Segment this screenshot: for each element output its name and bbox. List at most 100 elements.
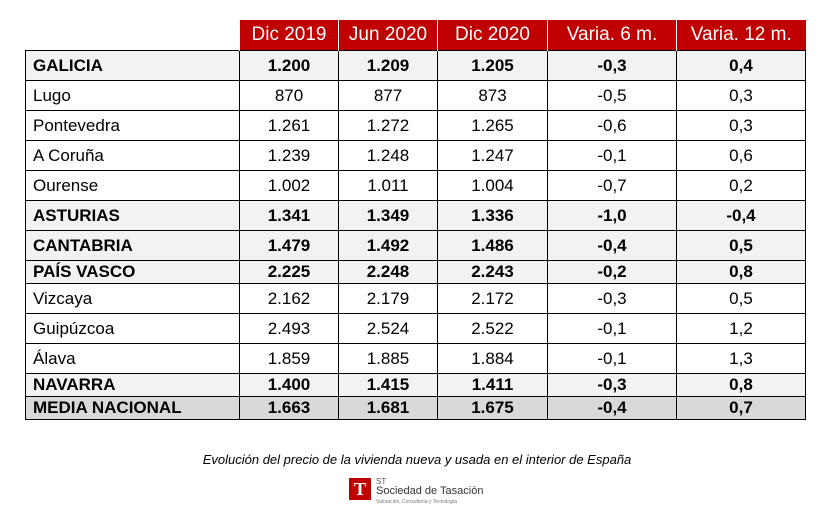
table-cell: 0,4: [676, 50, 806, 81]
table-cell: 1,3: [676, 343, 806, 374]
header-varia-6m: Varia. 6 m.: [547, 20, 677, 51]
table-cell: 2.225: [239, 260, 339, 284]
table-row: ASTURIAS 1.341 1.349 1.336 -1,0 -0,4: [25, 200, 806, 231]
table-cell: 1.884: [437, 343, 548, 374]
table-cell: 873: [437, 80, 548, 111]
table-row: PAÍS VASCO 2.225 2.248 2.243 -0,2 0,8: [25, 260, 806, 284]
table-caption: Evolución del precio de la vivienda nuev…: [202, 452, 632, 467]
table-cell: 870: [239, 80, 339, 111]
row-label: A Coruña: [25, 140, 240, 171]
row-label: Álava: [25, 343, 240, 374]
table-cell: -0,5: [547, 80, 677, 111]
table-cell: 1.400: [239, 373, 339, 397]
row-label: ASTURIAS: [25, 200, 240, 231]
table-cell: 1.885: [338, 343, 438, 374]
header-dic-2019: Dic 2019: [239, 20, 339, 51]
row-label: Lugo: [25, 80, 240, 111]
table-cell: 1.675: [437, 396, 548, 420]
table-cell: -0,2: [547, 260, 677, 284]
table-cell: 2.248: [338, 260, 438, 284]
table-cell: -0,3: [547, 50, 677, 81]
table-row: Lugo 870 877 873 -0,5 0,3: [25, 80, 806, 111]
table-cell: 0,2: [676, 170, 806, 201]
table-cell: -0,1: [547, 343, 677, 374]
table-cell: 1.336: [437, 200, 548, 231]
row-label: Guipúzcoa: [25, 313, 240, 344]
table-cell: 1.261: [239, 110, 339, 141]
table-cell: 1.248: [338, 140, 438, 171]
table-row: Vizcaya 2.162 2.179 2.172 -0,3 0,5: [25, 283, 806, 314]
logo-tagline: Valoración, Consultoría y Tecnología: [376, 499, 457, 505]
table-cell: 1,2: [676, 313, 806, 344]
company-logo: T ST Sociedad de Tasación Valoración, Co…: [349, 477, 489, 508]
table-cell: 1.239: [239, 140, 339, 171]
row-label: MEDIA NACIONAL: [25, 396, 240, 420]
table-cell: 0,8: [676, 373, 806, 397]
table-cell: 2.522: [437, 313, 548, 344]
header-varia-12m: Varia. 12 m.: [676, 20, 806, 51]
table-cell: 1.341: [239, 200, 339, 231]
table-cell: 2.179: [338, 283, 438, 314]
table-cell: 1.411: [437, 373, 548, 397]
table-cell: 1.859: [239, 343, 339, 374]
table-row: Ourense 1.002 1.011 1.004 -0,7 0,2: [25, 170, 806, 201]
table-row: CANTABRIA 1.479 1.492 1.486 -0,4 0,5: [25, 230, 806, 261]
row-label: CANTABRIA: [25, 230, 240, 261]
table-row: Pontevedra 1.261 1.272 1.265 -0,6 0,3: [25, 110, 806, 141]
price-table: Dic 2019 Jun 2020 Dic 2020 Varia. 6 m. V…: [25, 20, 806, 420]
table-cell: 1.200: [239, 50, 339, 81]
table-cell: 0,3: [676, 110, 806, 141]
table-cell: 2.493: [239, 313, 339, 344]
table-cell: 1.663: [239, 396, 339, 420]
header-dic-2020: Dic 2020: [437, 20, 548, 51]
table-cell: 1.247: [437, 140, 548, 171]
table-cell: -0,4: [676, 200, 806, 231]
header-jun-2020: Jun 2020: [338, 20, 438, 51]
table-cell: 0,7: [676, 396, 806, 420]
table-row: MEDIA NACIONAL 1.663 1.681 1.675 -0,4 0,7: [25, 396, 806, 420]
table-cell: -0,3: [547, 373, 677, 397]
table-cell: -0,4: [547, 396, 677, 420]
table-cell: 1.209: [338, 50, 438, 81]
table-cell: 1.681: [338, 396, 438, 420]
logo-mark: T: [349, 478, 371, 500]
table-cell: -0,6: [547, 110, 677, 141]
table-cell: 1.349: [338, 200, 438, 231]
logo-name: Sociedad de Tasación: [376, 485, 484, 497]
table-cell: 877: [338, 80, 438, 111]
table-cell: 1.492: [338, 230, 438, 261]
table-cell: 0,5: [676, 230, 806, 261]
table-cell: -0,1: [547, 313, 677, 344]
row-label: Ourense: [25, 170, 240, 201]
table-cell: 1.265: [437, 110, 548, 141]
table-cell: 0,5: [676, 283, 806, 314]
table-row: A Coruña 1.239 1.248 1.247 -0,1 0,6: [25, 140, 806, 171]
row-label: Vizcaya: [25, 283, 240, 314]
table-row: NAVARRA 1.400 1.415 1.411 -0,3 0,8: [25, 373, 806, 397]
table-cell: 2.524: [338, 313, 438, 344]
table-cell: 1.004: [437, 170, 548, 201]
table-cell: 1.002: [239, 170, 339, 201]
table-row: GALICIA 1.200 1.209 1.205 -0,3 0,4: [25, 50, 806, 81]
table-cell: -0,7: [547, 170, 677, 201]
table-cell: -1,0: [547, 200, 677, 231]
table-cell: -0,3: [547, 283, 677, 314]
table-cell: 2.243: [437, 260, 548, 284]
table-cell: 0,6: [676, 140, 806, 171]
table-cell: 2.162: [239, 283, 339, 314]
table-cell: 1.011: [338, 170, 438, 201]
table-cell: 0,8: [676, 260, 806, 284]
table-row: Guipúzcoa 2.493 2.524 2.522 -0,1 1,2: [25, 313, 806, 344]
table-cell: 0,3: [676, 80, 806, 111]
table-cell: 1.479: [239, 230, 339, 261]
header-blank: [25, 20, 240, 51]
row-label: GALICIA: [25, 50, 240, 81]
table-cell: -0,4: [547, 230, 677, 261]
row-label: Pontevedra: [25, 110, 240, 141]
logo-abbr: ST: [376, 477, 387, 486]
table-cell: 1.272: [338, 110, 438, 141]
row-label: NAVARRA: [25, 373, 240, 397]
table-cell: 1.486: [437, 230, 548, 261]
table-cell: -0,1: [547, 140, 677, 171]
row-label: PAÍS VASCO: [25, 260, 240, 284]
